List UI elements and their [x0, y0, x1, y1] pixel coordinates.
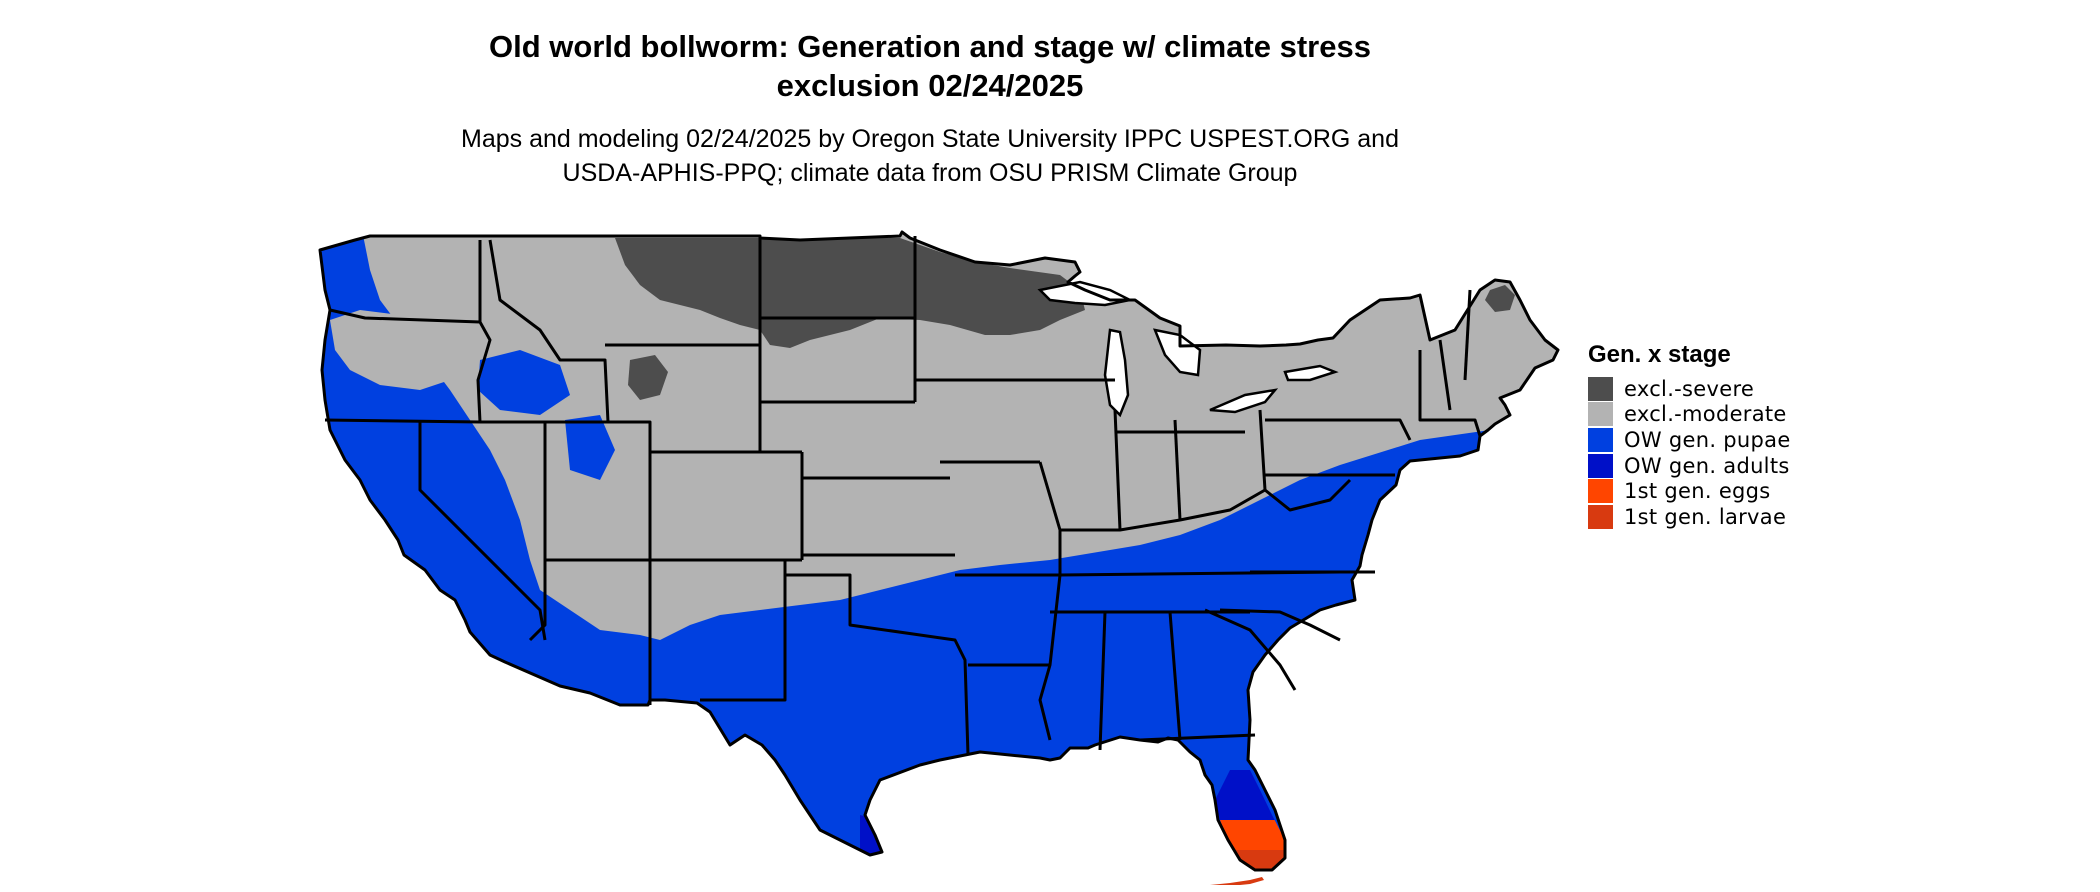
border-il-in: [1113, 409, 1122, 531]
border-in-oh: [1173, 419, 1182, 521]
border-or-ca-nv: [324, 418, 481, 424]
border-ms-al: [1098, 611, 1107, 751]
map-subtitle-line-1: Maps and modeling 02/24/2025 by Oregon S…: [461, 125, 1399, 153]
border-nc-sc: [1219, 608, 1341, 642]
legend-swatch: [1588, 402, 1613, 427]
moderate-exclusion-northwest: [330, 310, 460, 390]
lake-huron: [1155, 330, 1200, 375]
legend-swatch: [1588, 504, 1613, 529]
border-vt-nh: [1438, 339, 1452, 411]
border-me-nh: [1463, 289, 1472, 381]
map-title-line-1: Old world bollworm: Generation and stage…: [489, 29, 1371, 64]
border-al-ga: [1168, 611, 1182, 741]
legend-label: OW gen. adults: [1624, 453, 1790, 478]
border-nv-ut: [528, 422, 547, 642]
legend-item: OW gen. pupae: [1588, 427, 1848, 453]
legend-item: 1st gen. eggs: [1588, 478, 1848, 504]
legend-title: Gen. x stage: [1588, 341, 1731, 368]
border-ar-east: [1038, 574, 1062, 741]
border-ga-fl: [1139, 733, 1256, 742]
us-outline: [318, 230, 1560, 872]
legend-items: excl.-severe excl.-moderate OW gen. pupae O…: [1588, 376, 1848, 530]
great-lakes-outline: [1037, 280, 1339, 418]
lake-erie: [1210, 390, 1275, 412]
border-wa-or: [329, 308, 481, 324]
border-nv-ca: [418, 422, 547, 641]
border-new-england: [1418, 350, 1482, 437]
legend-swatch: [1588, 427, 1613, 452]
border-idaho: [476, 240, 492, 423]
legend-label: 1st gen. larvae: [1624, 504, 1787, 529]
map-subtitle-line-2: USDA-APHIS-PPQ; climate data from OSU PR…: [562, 159, 1298, 187]
legend-item: excl.-moderate: [1588, 402, 1848, 428]
border-nm-east: [700, 560, 787, 702]
border-oh-pa: [1258, 409, 1267, 491]
legend-item: excl.-severe: [1588, 376, 1848, 402]
legend-item: OW gen. adults: [1588, 453, 1848, 479]
border-va-wv: [1264, 478, 1352, 512]
map-title-line-2: exclusion 02/24/2025: [776, 68, 1084, 103]
legend-label: excl.-severe: [1624, 376, 1755, 401]
legend-swatch: [1588, 479, 1613, 504]
legend-label: excl.-moderate: [1624, 402, 1787, 427]
legend-swatch: [1588, 453, 1613, 478]
severe-exclusion-maine: [1485, 285, 1515, 312]
border-id-mt: [488, 239, 610, 423]
legend-swatch: [1588, 376, 1613, 401]
border-pa-ny: [1265, 418, 1412, 441]
pupae-pocket-utah: [565, 415, 615, 480]
state-boundaries: [318, 230, 1560, 872]
lake-ontario: [1285, 366, 1335, 380]
legend-label: OW gen. pupae: [1624, 427, 1791, 452]
legend: Gen. x stage excl.-severe excl.-moderate O…: [1588, 340, 1848, 530]
legend-label: 1st gen. eggs: [1624, 479, 1771, 504]
legend-item: 1st gen. larvae: [1588, 504, 1848, 530]
severe-exclusion-north: [615, 238, 1085, 348]
border-ok-tx: [785, 573, 970, 756]
florida-keys: [1210, 877, 1264, 885]
us-map: [318, 230, 1560, 885]
border-ga-sc: [1204, 608, 1297, 691]
severe-exclusion-wyoming: [628, 355, 668, 400]
border-ky-north: [1060, 488, 1266, 532]
pupae-pocket-northwest: [478, 350, 570, 415]
